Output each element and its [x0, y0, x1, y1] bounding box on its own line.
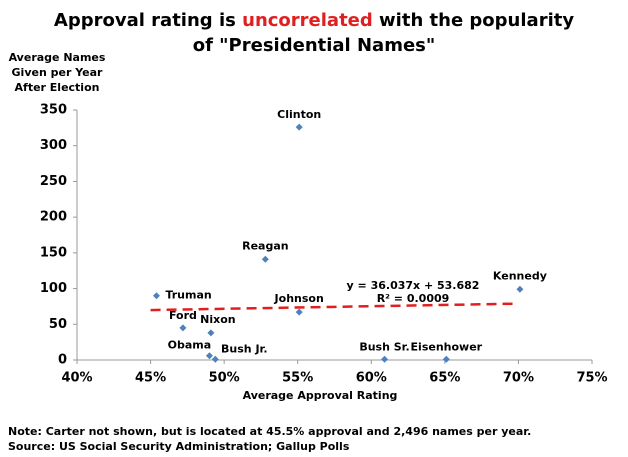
y-axis-title: Given per Year: [12, 66, 104, 79]
point: [211, 355, 219, 363]
point: [295, 308, 303, 316]
x-tick-label: 50%: [209, 371, 240, 386]
y-tick-label: 200: [40, 210, 67, 225]
point: [295, 123, 303, 131]
point-label: Eisenhower: [411, 340, 483, 353]
trend-equation: y = 36.037x + 53.682: [347, 279, 480, 292]
point-label: Nixon: [200, 313, 235, 326]
point: [152, 292, 160, 300]
y-tick-label: 100: [40, 281, 67, 296]
point-label: Kennedy: [493, 269, 547, 282]
y-tick-label: 300: [40, 138, 67, 153]
y-tick-label: 350: [40, 103, 67, 118]
y-axis-title: After Election: [15, 81, 100, 94]
point-label: Reagan: [242, 239, 288, 252]
point-label: Obama: [168, 339, 212, 352]
x-tick-label: 75%: [576, 371, 607, 386]
x-tick-label: 65%: [429, 371, 460, 386]
point-label: Bush Sr.: [359, 340, 409, 353]
point: [261, 255, 269, 263]
trendline: [150, 302, 519, 312]
note: Source: US Social Security Administratio…: [8, 440, 350, 453]
point: [442, 355, 450, 363]
point-label: Clinton: [277, 108, 321, 121]
point: [207, 329, 215, 337]
y-tick-label: 0: [58, 353, 67, 368]
trend-r2: R² = 0.0009: [377, 292, 450, 305]
point: [516, 285, 524, 293]
title-highlight: uncorrelated: [242, 10, 373, 31]
x-axis-title: Average Approval Rating: [243, 389, 398, 402]
note: Note: Carter not shown, but is located a…: [8, 425, 531, 438]
x-tick-label: 60%: [356, 371, 387, 386]
point-label: Johnson: [274, 292, 324, 305]
x-tick-label: 70%: [503, 371, 534, 386]
point-label: Bush Jr.: [221, 342, 268, 355]
point: [205, 352, 213, 360]
x-tick-label: 45%: [135, 371, 166, 386]
title-part: Approval rating is: [54, 10, 236, 31]
point-label: Ford: [169, 309, 197, 322]
y-tick-label: 150: [40, 245, 67, 260]
chart-title: Approval rating is uncorrelated with the…: [54, 10, 574, 31]
y-tick-label: 50: [49, 317, 67, 332]
y-tick-label: 250: [40, 174, 67, 189]
x-tick-label: 40%: [61, 371, 92, 386]
title-part: with the popularity: [379, 10, 574, 31]
y-axis-title: Average Names: [9, 51, 106, 64]
chart-title: of "Presidential Names": [193, 35, 436, 56]
point-label: Truman: [165, 289, 211, 302]
point: [179, 324, 187, 332]
x-tick-label: 55%: [282, 371, 313, 386]
point: [381, 355, 389, 363]
